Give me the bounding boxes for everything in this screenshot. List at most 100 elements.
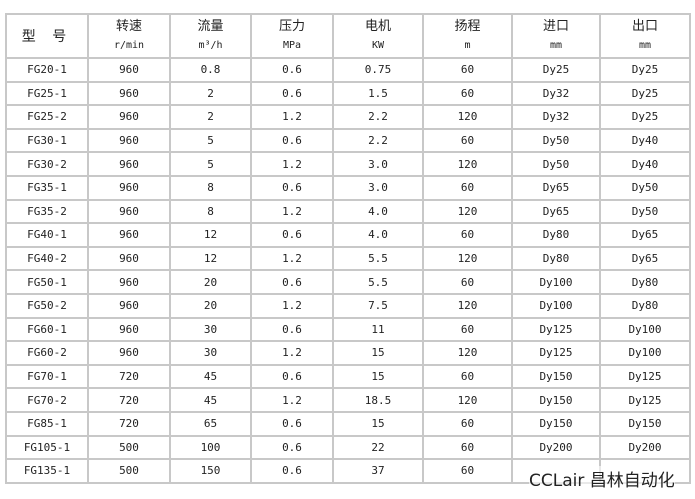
table-row: FG25-1 960 2 0.6 1.5 60 Dy32 Dy25 xyxy=(5,80,691,107)
header-label: 扬程 xyxy=(454,19,481,34)
table-cell: 120 xyxy=(422,387,513,413)
table-cell: Dy65 xyxy=(511,174,601,201)
table-row: FG20-1 960 0.8 0.6 0.75 60 Dy25 Dy25 xyxy=(5,57,691,83)
header-unit: m³/h xyxy=(198,40,223,51)
table-cell: 8 xyxy=(169,198,252,225)
table-cell: 65 xyxy=(169,410,252,437)
table-cell: Dy50 xyxy=(599,198,691,225)
table-cell: 4.0 xyxy=(332,222,424,248)
table-cell: 15 xyxy=(332,410,424,437)
table-row: FG70-1 720 45 0.6 15 60 Dy150 Dy125 xyxy=(5,363,691,390)
header-unit: r/min xyxy=(113,40,145,51)
table-cell: FG60-2 xyxy=(5,340,89,366)
table-cell: 0.6 xyxy=(250,434,334,461)
table-cell: Dy150 xyxy=(511,363,601,390)
table-cell: 500 xyxy=(87,434,171,461)
column-header: 电机 KW xyxy=(332,13,424,59)
table-row: FG50-2 960 20 1.2 7.5 120 Dy100 Dy80 xyxy=(5,292,691,319)
table-cell: Dy50 xyxy=(511,151,601,177)
table-row: FG60-1 960 30 0.6 11 60 Dy125 Dy100 xyxy=(5,316,691,343)
table-cell: 2.2 xyxy=(332,104,424,130)
table-cell: Dy32 xyxy=(511,104,601,130)
table-cell: Dy80 xyxy=(511,245,601,272)
table-cell: 5 xyxy=(169,127,252,154)
header-label: 进口 xyxy=(542,19,569,34)
table-cell: 1.2 xyxy=(250,340,334,366)
table-cell: 120 xyxy=(422,245,513,272)
table-cell: 1.2 xyxy=(250,387,334,413)
table-cell: Dy150 xyxy=(599,410,691,437)
table-cell: 120 xyxy=(422,198,513,225)
header-label: 压力 xyxy=(278,19,305,34)
table-cell: Dy100 xyxy=(511,292,601,319)
table-cell: 7.5 xyxy=(332,292,424,319)
table-cell: 0.75 xyxy=(332,57,424,83)
table-cell: FG70-2 xyxy=(5,387,89,413)
table-cell: FG25-2 xyxy=(5,104,89,130)
table-cell: FG135-1 xyxy=(5,458,89,484)
table-cell: 60 xyxy=(422,80,513,107)
header-unit: mm xyxy=(638,40,652,51)
header-label: 流量 xyxy=(197,19,224,34)
column-header: 进口 mm xyxy=(511,13,601,59)
table-cell: FG30-1 xyxy=(5,127,89,154)
table-cell: FG85-1 xyxy=(5,410,89,437)
table-cell: 60 xyxy=(422,434,513,461)
table-cell: 120 xyxy=(422,292,513,319)
table-cell: FG40-1 xyxy=(5,222,89,248)
table-cell: Dy80 xyxy=(599,292,691,319)
table-cell: Dy25 xyxy=(599,80,691,107)
table-cell: 960 xyxy=(87,245,171,272)
table-cell: Dy50 xyxy=(511,127,601,154)
table-row: FG35-2 960 8 1.2 4.0 120 Dy65 Dy50 xyxy=(5,198,691,225)
table-cell: 0.6 xyxy=(250,80,334,107)
table-cell: 0.6 xyxy=(250,458,334,484)
table-cell: 60 xyxy=(422,222,513,248)
table-cell: 20 xyxy=(169,269,252,295)
table-cell: Dy150 xyxy=(511,410,601,437)
table-cell: FG30-2 xyxy=(5,151,89,177)
table-cell: 100 xyxy=(169,434,252,461)
table-row: FG40-2 960 12 1.2 5.5 120 Dy80 Dy65 xyxy=(5,245,691,272)
table-cell: Dy25 xyxy=(511,57,601,83)
table-cell: Dy125 xyxy=(599,363,691,390)
table-cell: 0.6 xyxy=(250,316,334,343)
table-cell: 45 xyxy=(169,363,252,390)
table-cell: 3.0 xyxy=(332,151,424,177)
table-cell: FG35-1 xyxy=(5,174,89,201)
header-unit: KW xyxy=(371,40,385,51)
table-cell: 30 xyxy=(169,316,252,343)
table-cell: 45 xyxy=(169,387,252,413)
table-cell: 60 xyxy=(422,458,513,484)
table-row: FG60-2 960 30 1.2 15 120 Dy125 Dy100 xyxy=(5,340,691,366)
table-row: FG25-2 960 2 1.2 2.2 120 Dy32 Dy25 xyxy=(5,104,691,130)
table-cell: 0.8 xyxy=(169,57,252,83)
table-cell: Dy150 xyxy=(511,387,601,413)
table-cell: 120 xyxy=(422,340,513,366)
header-label: 出口 xyxy=(631,19,658,34)
table-cell: 0.6 xyxy=(250,174,334,201)
table-cell: Dy125 xyxy=(511,340,601,366)
table-cell: FG70-1 xyxy=(5,363,89,390)
table-cell: Dy125 xyxy=(599,387,691,413)
table-cell: 500 xyxy=(87,458,171,484)
table-cell: 5.5 xyxy=(332,245,424,272)
table-cell: 960 xyxy=(87,269,171,295)
table-cell: Dy40 xyxy=(599,127,691,154)
table-cell: Dy65 xyxy=(599,222,691,248)
table-cell: 60 xyxy=(422,174,513,201)
table-row: FG70-2 720 45 1.2 18.5 120 Dy150 Dy125 xyxy=(5,387,691,413)
table-cell: 1.2 xyxy=(250,292,334,319)
table-cell: 1.2 xyxy=(250,198,334,225)
table-cell: 960 xyxy=(87,292,171,319)
table-cell: 30 xyxy=(169,340,252,366)
table-cell: 12 xyxy=(169,245,252,272)
column-header: 压力 MPa xyxy=(250,13,334,59)
column-header: 转速 r/min xyxy=(87,13,171,59)
header-unit: m xyxy=(464,40,471,51)
table-row: FG40-1 960 12 0.6 4.0 60 Dy80 Dy65 xyxy=(5,222,691,248)
table-cell: 960 xyxy=(87,104,171,130)
table-cell: FG20-1 xyxy=(5,57,89,83)
table-cell: 8 xyxy=(169,174,252,201)
table-cell: FG40-2 xyxy=(5,245,89,272)
